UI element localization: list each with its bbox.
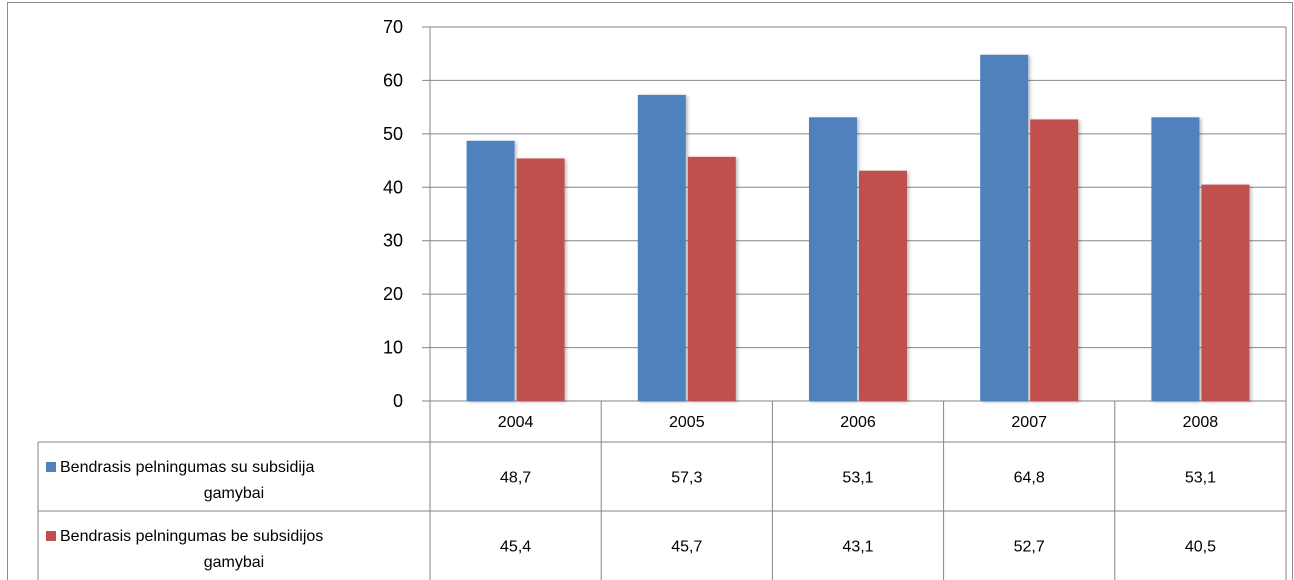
- x-category-label: 2005: [669, 414, 705, 431]
- y-tick-label: 20: [383, 284, 403, 304]
- data-table: Bendrasis pelningumas su subsidija gamyba…: [37, 401, 1287, 580]
- legend-label: Bendrasis pelningumas su subsidija: [60, 459, 314, 476]
- bar-without-subsidy-2005: [687, 156, 736, 401]
- data-table-value: 52,7: [1014, 539, 1045, 556]
- y-tick-label: 70: [383, 17, 403, 37]
- legend-label: Bendrasis pelningumas be subsidijos: [60, 528, 323, 545]
- bar-with-subsidy-2006: [809, 117, 857, 402]
- data-table-value: 45,7: [671, 539, 702, 556]
- x-category-label: 2007: [1011, 414, 1047, 431]
- data-table-value: 48,7: [500, 470, 531, 487]
- x-category-label: 2004: [498, 414, 534, 431]
- bar-without-subsidy-2008: [1201, 184, 1250, 401]
- bar-with-subsidy-2005: [637, 94, 686, 402]
- legend-key-with-subsidy: [46, 462, 56, 472]
- y-tick-label: 30: [383, 231, 403, 251]
- data-table-value: 40,5: [1185, 539, 1216, 556]
- data-table-value: 53,1: [1185, 470, 1216, 487]
- bar-without-subsidy-2007: [1030, 119, 1079, 401]
- y-tick-label: 10: [383, 338, 403, 358]
- bar-with-subsidy-2008: [1151, 117, 1200, 402]
- y-tick-label: 0: [393, 391, 403, 411]
- axis-labels: 0 10 20 30 40 50 60 70 2004 2005 2006 2007 2008: [383, 17, 1218, 431]
- bar-without-subsidy-2006: [859, 170, 907, 401]
- data-table-value: 43,1: [842, 539, 873, 556]
- bar-with-subsidy-2004: [466, 140, 515, 401]
- bar-with-subsidy-2007: [980, 54, 1029, 401]
- chart-frame: [7, 2, 1293, 580]
- y-tick-label: 40: [383, 177, 403, 197]
- bars: [466, 54, 1250, 402]
- data-table-value: 53,1: [842, 470, 873, 487]
- x-category-label: 2006: [840, 414, 876, 431]
- legend-key-without-subsidy: [46, 531, 56, 541]
- legend-label: gamybai: [204, 485, 264, 502]
- y-tick-label: 60: [383, 70, 403, 90]
- data-table-value: 45,4: [500, 539, 531, 556]
- legend-label: gamybai: [204, 554, 264, 571]
- bar-without-subsidy-2004: [516, 158, 565, 401]
- data-table-value: 64,8: [1014, 470, 1045, 487]
- y-tick-label: 50: [383, 124, 403, 144]
- data-table-value: 57,3: [671, 470, 702, 487]
- x-category-label: 2008: [1183, 414, 1219, 431]
